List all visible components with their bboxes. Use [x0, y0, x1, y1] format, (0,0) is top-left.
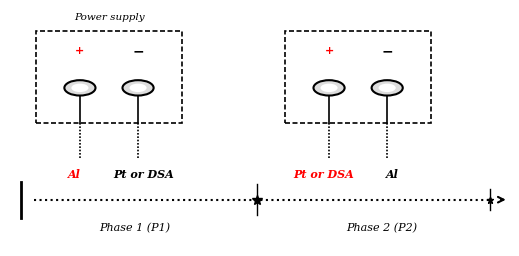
- Text: Power supply: Power supply: [74, 13, 144, 22]
- Text: −: −: [381, 44, 393, 58]
- Text: Phase 1 (P1): Phase 1 (P1): [99, 223, 171, 233]
- Text: +: +: [324, 46, 334, 56]
- Text: Pt or DSA: Pt or DSA: [113, 169, 174, 180]
- FancyBboxPatch shape: [36, 31, 182, 123]
- Circle shape: [64, 80, 95, 95]
- Circle shape: [379, 84, 395, 92]
- Text: Phase 2 (P2): Phase 2 (P2): [346, 223, 417, 233]
- Circle shape: [72, 84, 89, 92]
- Circle shape: [372, 80, 403, 95]
- Circle shape: [130, 84, 147, 92]
- Circle shape: [122, 80, 154, 95]
- Circle shape: [321, 84, 337, 92]
- Circle shape: [313, 80, 345, 95]
- Text: Al: Al: [386, 169, 399, 180]
- FancyBboxPatch shape: [285, 31, 431, 123]
- Text: +: +: [75, 46, 85, 56]
- Text: −: −: [132, 44, 144, 58]
- Text: Pt or DSA: Pt or DSA: [293, 169, 354, 180]
- Text: Al: Al: [69, 169, 81, 180]
